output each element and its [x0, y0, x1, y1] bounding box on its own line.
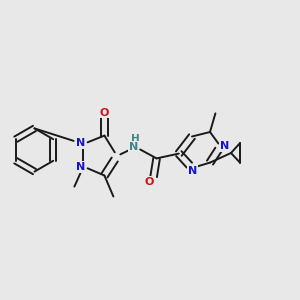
- Text: N: N: [188, 166, 197, 176]
- Text: N: N: [129, 142, 138, 152]
- Text: O: O: [100, 107, 109, 118]
- Text: H: H: [131, 134, 140, 145]
- Text: N: N: [76, 138, 85, 148]
- Text: N: N: [220, 141, 229, 151]
- Text: N: N: [76, 162, 85, 172]
- Text: O: O: [145, 177, 154, 187]
